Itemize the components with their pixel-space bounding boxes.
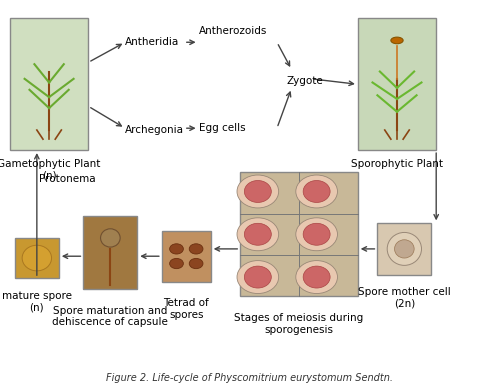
Ellipse shape bbox=[237, 218, 279, 251]
Ellipse shape bbox=[296, 175, 338, 208]
Text: Sporophytic Plant: Sporophytic Plant bbox=[351, 159, 443, 169]
Text: Antheridia: Antheridia bbox=[125, 37, 180, 47]
Text: Antherozoids: Antherozoids bbox=[198, 26, 267, 36]
Text: Stages of meiosis during
sporogenesis: Stages of meiosis during sporogenesis bbox=[234, 313, 364, 335]
Bar bbox=[15, 238, 59, 278]
Bar bbox=[240, 172, 358, 296]
Ellipse shape bbox=[189, 258, 203, 269]
Ellipse shape bbox=[391, 37, 403, 44]
Ellipse shape bbox=[244, 223, 272, 245]
Text: Spore maturation and
dehiscence of capsule: Spore maturation and dehiscence of capsu… bbox=[52, 306, 168, 327]
Ellipse shape bbox=[387, 233, 422, 265]
Bar bbox=[10, 18, 88, 150]
Text: Archegonia: Archegonia bbox=[125, 125, 184, 135]
Text: Tetrad of
spores: Tetrad of spores bbox=[164, 298, 209, 320]
Ellipse shape bbox=[170, 258, 183, 269]
Bar bbox=[358, 18, 436, 150]
Text: Protonema: Protonema bbox=[40, 174, 96, 184]
Ellipse shape bbox=[170, 244, 183, 254]
Text: Figure 2. Life-cycle of Physcomitrium eurystomum Sendtn.: Figure 2. Life-cycle of Physcomitrium eu… bbox=[106, 373, 394, 383]
Ellipse shape bbox=[237, 175, 279, 208]
Ellipse shape bbox=[394, 240, 414, 258]
Ellipse shape bbox=[22, 245, 52, 271]
Ellipse shape bbox=[303, 223, 330, 245]
Ellipse shape bbox=[244, 181, 272, 203]
Ellipse shape bbox=[303, 266, 330, 288]
Bar bbox=[378, 223, 432, 275]
Bar bbox=[84, 216, 138, 289]
Ellipse shape bbox=[296, 218, 338, 251]
Text: Zygote: Zygote bbox=[287, 76, 324, 85]
Text: Spore mother cell
(2n): Spore mother cell (2n) bbox=[358, 287, 450, 309]
Ellipse shape bbox=[296, 261, 338, 293]
Ellipse shape bbox=[303, 181, 330, 203]
Ellipse shape bbox=[237, 261, 279, 293]
Text: Gametophytic Plant
(n): Gametophytic Plant (n) bbox=[0, 159, 101, 181]
Ellipse shape bbox=[189, 244, 203, 254]
Text: mature spore
(n): mature spore (n) bbox=[2, 291, 72, 313]
Text: Egg cells: Egg cells bbox=[198, 123, 245, 133]
Ellipse shape bbox=[244, 266, 272, 288]
Ellipse shape bbox=[100, 229, 120, 247]
Bar bbox=[162, 231, 211, 282]
